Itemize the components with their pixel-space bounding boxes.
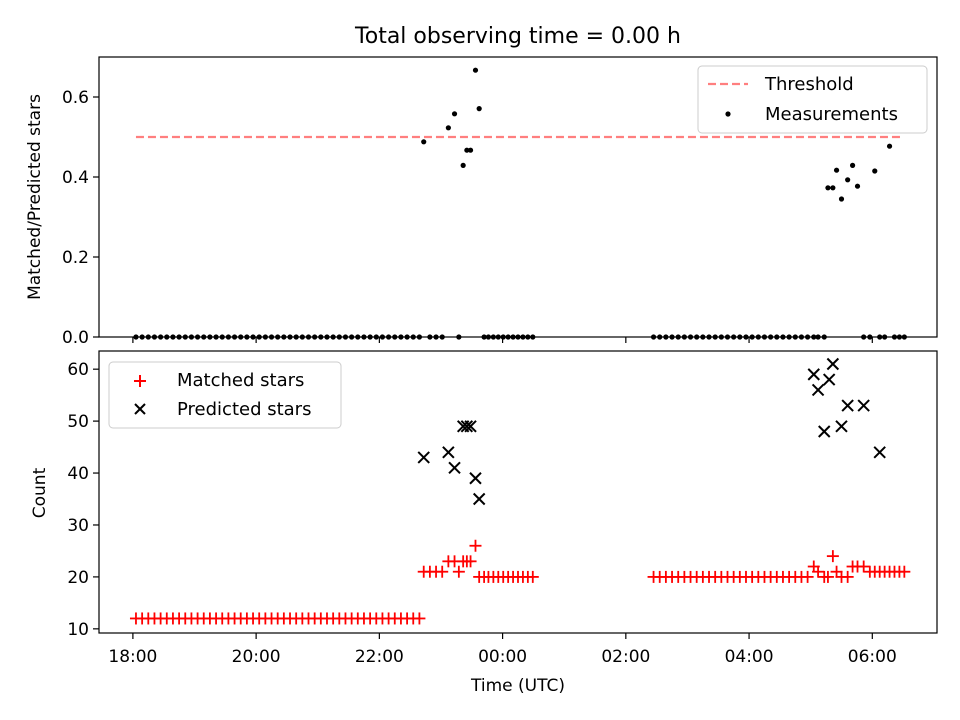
top-legend-box: [697, 65, 928, 134]
predicted-star-point: [417, 451, 430, 464]
matched-star-point: [830, 565, 843, 578]
matched-star-point: [812, 565, 825, 578]
legend-threshold-label: Threshold: [764, 74, 854, 95]
legend-predicted-swatch: [134, 403, 146, 415]
measurement-point: [472, 67, 479, 73]
predicted-star-point: [818, 425, 831, 438]
predicted-star-point: [857, 399, 870, 412]
x-tick-label: 04:00: [725, 647, 774, 667]
matched-star-point: [801, 570, 814, 583]
bottom-legend: Matched stars Predicted stars: [108, 361, 342, 429]
matched-star-point: [452, 565, 465, 578]
top-y-tick-label: 0.4: [62, 168, 89, 188]
measurement-point: [854, 183, 861, 189]
predicted-star-point: [841, 399, 854, 412]
predicted-star-point: [822, 373, 836, 386]
x-tick-label: 00:00: [478, 647, 527, 667]
matched-star-point: [526, 570, 539, 583]
measurement-point: [825, 185, 831, 191]
measurement-point: [838, 196, 845, 202]
x-tick-label: 22:00: [355, 647, 404, 667]
measurement-point: [467, 147, 474, 153]
bottom-panel: 10 20 30 40 50 60 18:00 20:00 22:00 00:00 02:00 04…: [30, 350, 938, 667]
matched-star-point: [857, 560, 870, 573]
predicted-star-point: [835, 420, 848, 433]
measurement-point: [833, 167, 840, 173]
top-y-ticks: 0.0 0.2 0.4 0.6: [62, 88, 99, 348]
predicted-star-point: [464, 420, 477, 433]
bottom-y-tick-label: 60: [67, 360, 89, 380]
matched-star-point: [841, 570, 854, 583]
bottom-y-tick-label: 40: [67, 464, 89, 484]
measurement-point: [476, 106, 482, 112]
top-marks: [133, 67, 907, 340]
measurement-point: [460, 162, 466, 168]
legend-measurements-label: Measurements: [765, 104, 898, 125]
measurement-point: [464, 147, 470, 153]
measurement-point: [872, 168, 878, 174]
top-y-tick-label: 0.6: [62, 88, 89, 108]
matched-star-point: [464, 555, 477, 568]
matched-star-point: [436, 565, 449, 578]
x-tick-label: 20:00: [232, 647, 281, 667]
predicted-star-point: [826, 357, 840, 371]
bottom-y-tick-label: 30: [67, 516, 89, 536]
bottom-axes-frame: [98, 350, 938, 634]
matched-star-point: [826, 550, 839, 563]
top-legend: Threshold Measurements: [697, 65, 928, 134]
predicted-star-point: [469, 472, 482, 485]
legend-matched-label: Matched stars: [177, 370, 304, 391]
bottom-y-tick-label: 50: [67, 412, 89, 432]
measurement-point: [421, 139, 427, 145]
measurement-point: [849, 162, 856, 168]
measurement-point: [451, 111, 458, 117]
top-y-label: Matched/Predicted stars: [25, 94, 45, 300]
matched-star-point: [821, 570, 834, 583]
top-x-ticks: [132, 337, 873, 343]
measurement-point: [830, 185, 836, 191]
top-axes-frame: [98, 56, 938, 338]
matched-star-point: [469, 539, 482, 552]
x-tick-label: 02:00: [601, 647, 650, 667]
bottom-y-tick-label: 20: [67, 568, 89, 588]
legend-predicted-label: Predicted stars: [177, 399, 311, 420]
bottom-y-ticks: 10 20 30 40 50 60: [67, 360, 99, 640]
bottom-legend-box: [108, 361, 342, 429]
predicted-star-point: [448, 461, 461, 475]
top-y-tick-label: 0.0: [62, 328, 89, 348]
predicted-star-point: [442, 446, 455, 459]
predicted-star-point: [873, 446, 886, 459]
predicted-star-point: [472, 492, 486, 506]
predicted-star-point: [807, 368, 820, 381]
chart-title: Total observing time = 0.00 h: [354, 24, 681, 49]
measurement-point: [845, 177, 851, 183]
predicted-star-point: [811, 383, 825, 397]
top-panel: 0.0 0.2 0.4 0.6 Matched/Predicted stars Thr…: [25, 56, 938, 348]
x-tick-label: 18:00: [108, 647, 157, 667]
bottom-x-ticks: 18:00 20:00 22:00 00:00 02:00 04:00 06:00: [108, 633, 897, 667]
x-axis-label: Time (UTC): [470, 676, 565, 696]
bottom-y-tick-label: 10: [67, 620, 89, 640]
measurement-point: [886, 143, 893, 149]
predicted-star-point: [460, 420, 474, 433]
x-tick-label: 06:00: [848, 647, 897, 667]
measurement-point: [445, 125, 451, 131]
matched-star-point: [898, 565, 911, 578]
legend-matched-swatch: [134, 375, 146, 387]
bottom-y-label: Count: [30, 467, 50, 518]
legend-measurements-swatch: [725, 111, 731, 117]
top-y-tick-label: 0.2: [62, 248, 89, 268]
matched-star-point: [413, 612, 426, 625]
bottom-marks: [129, 357, 911, 625]
